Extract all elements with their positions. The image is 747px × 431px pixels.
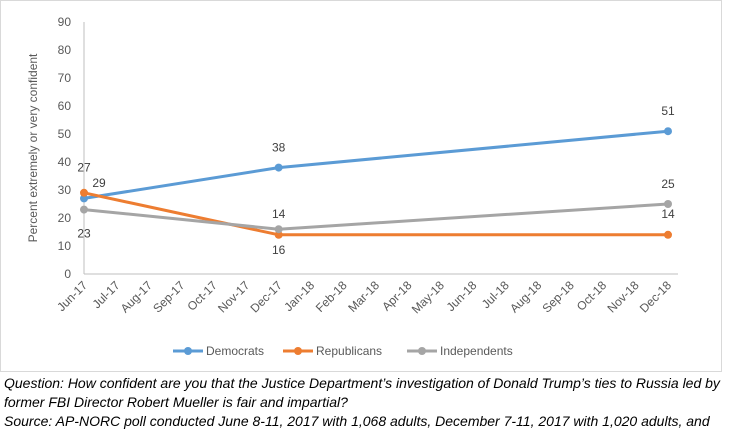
data-label-democrats: 51 [661, 104, 675, 118]
x-tick-label: Jun-18 [444, 278, 480, 314]
series-line-independents [83, 202, 669, 231]
data-point-republicans [80, 188, 88, 197]
data-label-independents: 25 [661, 177, 675, 191]
legend-swatch-marker [418, 347, 426, 355]
legend-swatch-marker [184, 347, 192, 355]
chart-frame: 0 10 20 30 40 50 60 70 80 90 Percent extremely or … [0, 0, 722, 372]
data-label-democrats: 38 [272, 141, 286, 155]
source-text: Source: AP-NORC poll conducted June 8-11… [4, 413, 710, 429]
question-text-line-1: Question: How confident are you that the… [4, 375, 720, 391]
x-tick-label: Mar-18 [345, 278, 382, 315]
line-chart: 0 10 20 30 40 50 60 70 80 90 Percent extremely or … [26, 15, 678, 358]
y-tick-label: 10 [58, 239, 72, 253]
y-tick-label: 90 [58, 15, 72, 29]
x-tick-label: Dec-17 [248, 278, 285, 315]
data-point-independents [274, 225, 283, 234]
x-tick-label: Sep-17 [150, 278, 187, 315]
data-label-independents: 23 [77, 227, 91, 241]
x-tick-label: Nov-17 [215, 278, 252, 315]
y-axis-title: Percent extremely or very confident [26, 53, 40, 242]
question-text-line-2: former FBI Director Robert Mueller is fa… [4, 394, 348, 410]
y-tick-label: 80 [58, 43, 72, 57]
data-point-republicans [274, 230, 283, 239]
y-tick-label: 40 [58, 155, 72, 169]
legend-swatch-marker [294, 347, 302, 355]
y-tick-label: 70 [58, 71, 72, 85]
data-point-republicans [664, 230, 672, 239]
x-tick-label: Dec-18 [637, 278, 674, 315]
series-line-democrats [83, 129, 669, 200]
x-tick-label: Nov-18 [604, 278, 641, 315]
y-tick-label: 50 [58, 127, 72, 141]
data-label-democrats: 27 [77, 160, 91, 174]
y-tick-label: 30 [58, 183, 72, 197]
x-tick-label: Jan-18 [281, 278, 317, 314]
y-tick-label: 20 [58, 211, 72, 225]
x-tick-label: Oct-17 [185, 278, 221, 314]
series-line-republicans [83, 191, 668, 237]
legend-entry-democrats: Democrats [206, 344, 264, 358]
legend-entry-independents: Independents [440, 344, 513, 358]
x-tick-label: Aug-17 [118, 278, 155, 315]
x-tick-label: Feb-18 [313, 278, 350, 315]
x-tick-label: May-18 [409, 278, 447, 316]
data-label-republicans: 14 [661, 207, 675, 221]
y-tick-label: 0 [64, 267, 71, 281]
x-tick-label: Sep-18 [540, 278, 577, 315]
data-point-independents [80, 205, 88, 214]
data-label-republicans: 14 [272, 207, 286, 221]
y-tick-label: 60 [58, 99, 72, 113]
data-point-democrats [80, 194, 88, 203]
x-tick-label: Oct-18 [574, 278, 610, 314]
x-tick-label: Jun-17 [54, 278, 90, 314]
data-point-democrats [274, 163, 283, 172]
data-point-independents [664, 200, 672, 208]
data-label-republicans: 29 [92, 176, 106, 190]
data-label-independents: 16 [272, 243, 286, 257]
data-point-democrats [664, 127, 672, 136]
legend-entry-republicans: Republicans [316, 344, 382, 358]
x-tick-label: Aug-18 [507, 278, 544, 315]
